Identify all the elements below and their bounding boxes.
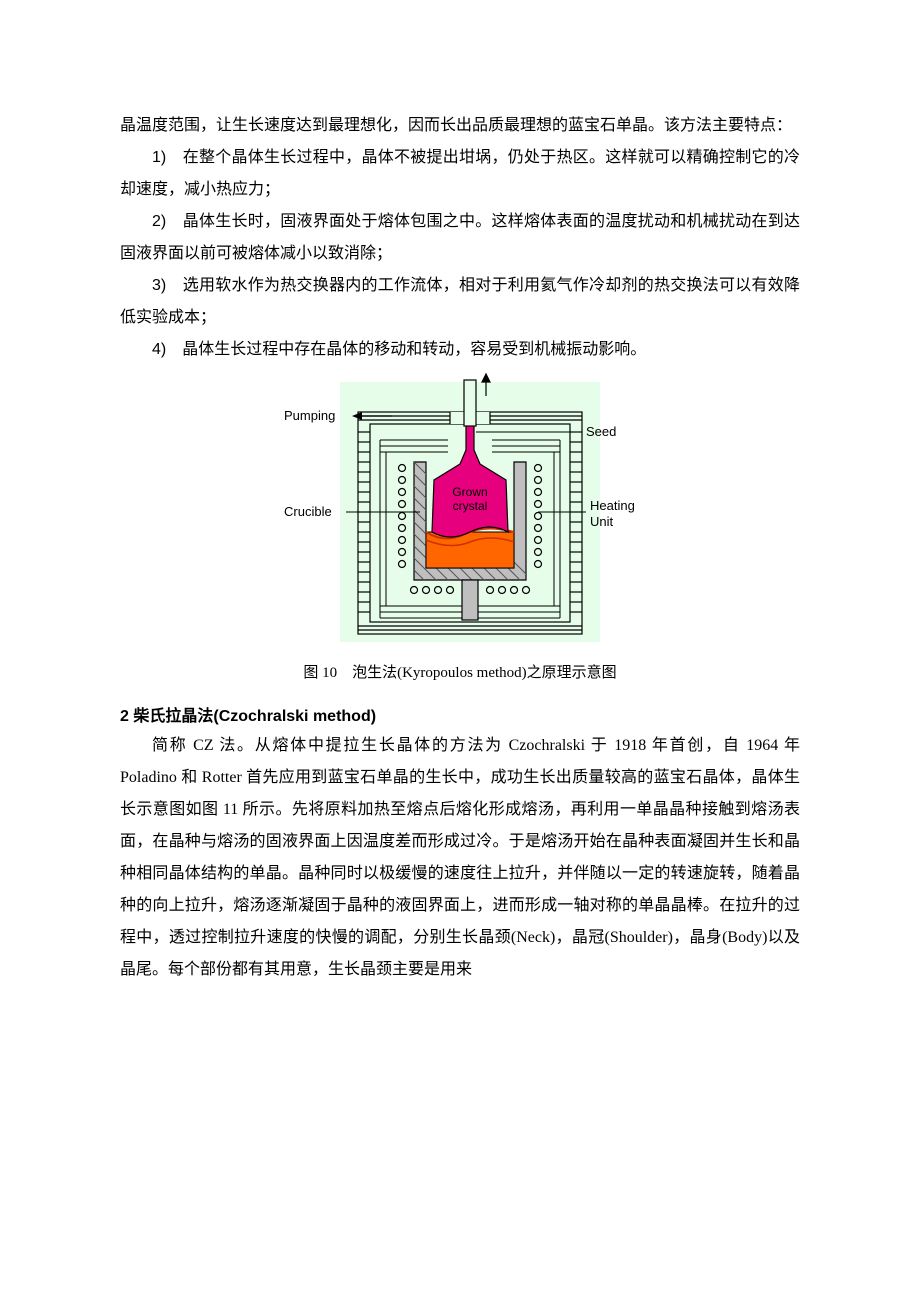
list-text: 在整个晶体生长过程中，晶体不被提出坩埚，仍处于热区。这样就可以精确控制它的冷却速… (120, 149, 800, 198)
svg-text:Heating: Heating (590, 498, 635, 513)
crystal-label-1: Grown (452, 485, 487, 499)
list-text: 晶体生长时，固液界面处于熔体包围之中。这样熔体表面的温度扰动和机械扰动在到达固液… (120, 213, 800, 262)
figure-10: Grown crystal Pumping Seed (120, 372, 800, 682)
section-2-body: 简称 CZ 法。从熔体中提拉生长晶体的方法为 Czochralski 于 191… (120, 730, 800, 986)
list-number: 4) (152, 341, 166, 358)
heading-number: 2 (120, 708, 129, 725)
svg-text:Crucible: Crucible (284, 504, 332, 519)
svg-text:Pumping: Pumping (284, 408, 335, 423)
kyropoulos-diagram: Grown crystal Pumping Seed (280, 372, 640, 652)
figure-10-caption: 图 10 泡生法(Kyropoulos method)之原理示意图 (120, 661, 800, 682)
crystal-label-2: crystal (453, 499, 488, 513)
list-item-2: 2) 晶体生长时，固液界面处于熔体包围之中。这样熔体表面的温度扰动和机械扰动在到… (120, 206, 800, 270)
list-number: 3) (152, 277, 166, 294)
caption-text: 泡生法(Kyropoulos method)之原理示意图 (352, 665, 617, 681)
list-number: 1) (152, 149, 166, 166)
heading-text: 柴氏拉晶法(Czochralski method) (133, 708, 376, 725)
svg-text:Unit: Unit (590, 514, 614, 529)
document-page: 晶温度范围，让生长速度达到最理想化，因而长出品质最理想的蓝宝石单晶。该方法主要特… (0, 0, 920, 1086)
list-number: 2) (152, 213, 166, 230)
list-item-4: 4) 晶体生长过程中存在晶体的移动和转动，容易受到机械振动影响。 (120, 334, 800, 366)
intro-paragraph: 晶温度范围，让生长速度达到最理想化，因而长出品质最理想的蓝宝石单晶。该方法主要特… (120, 110, 800, 142)
list-text: 选用软水作为热交换器内的工作流体，相对于利用氦气作冷却剂的热交换法可以有效降低实… (120, 277, 800, 326)
list-item-1: 1) 在整个晶体生长过程中，晶体不被提出坩埚，仍处于热区。这样就可以精确控制它的… (120, 142, 800, 206)
list-item-3: 3) 选用软水作为热交换器内的工作流体，相对于利用氦气作冷却剂的热交换法可以有效… (120, 270, 800, 334)
list-text: 晶体生长过程中存在晶体的移动和转动，容易受到机械振动影响。 (182, 341, 646, 358)
caption-prefix: 图 10 (303, 665, 337, 681)
svg-text:Seed: Seed (586, 424, 616, 439)
section-2-heading: 2 柴氏拉晶法(Czochralski method) (120, 702, 800, 726)
